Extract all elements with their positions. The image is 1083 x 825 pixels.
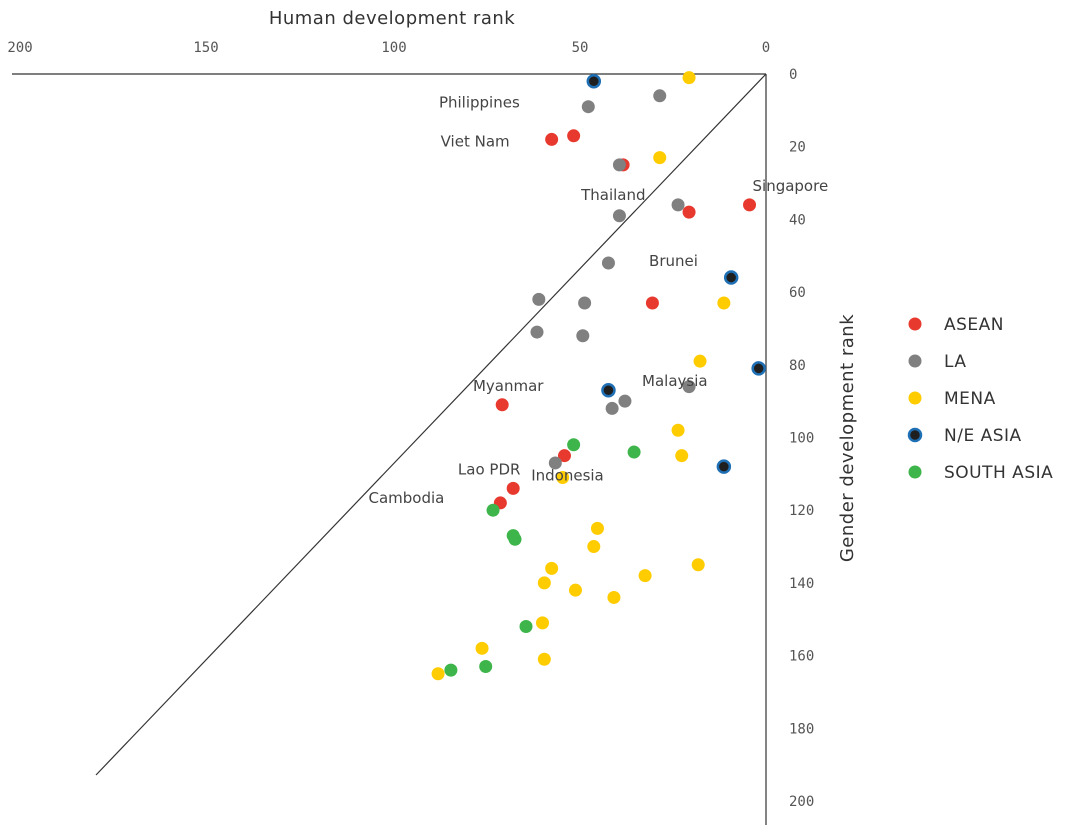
y-tick-label: 140 [789, 576, 814, 592]
country-label: Myanmar [473, 377, 544, 395]
point-la [548, 456, 562, 470]
y-tick-label: 80 [789, 358, 806, 374]
country-label: Thailand [580, 186, 645, 204]
point-mena [545, 561, 559, 575]
legend-marker [908, 391, 922, 405]
point-south-asia [508, 532, 522, 546]
point-la [581, 100, 595, 114]
country-label: Philippines [439, 93, 520, 111]
point-asean [567, 129, 581, 143]
point-n-e-asia [586, 74, 602, 89]
point-la [612, 158, 626, 172]
point-la [576, 329, 590, 343]
point-mena [682, 71, 696, 85]
y-tick-label: 120 [789, 503, 814, 519]
x-tick-label: 100 [381, 40, 406, 56]
point-south-asia [479, 660, 493, 674]
point-mena [675, 449, 689, 463]
point-asean [495, 398, 509, 412]
y-tick-label: 60 [789, 285, 806, 301]
point-mena [691, 558, 705, 572]
country-label: Singapore [753, 177, 829, 195]
y-tick-label: 40 [789, 212, 806, 228]
point-n-e-asia [601, 382, 616, 398]
point-mena [590, 521, 604, 535]
country-label: Brunei [649, 252, 698, 270]
x-tick-label: 150 [193, 40, 218, 56]
point-n-e-asia [751, 361, 766, 376]
country-label: Malaysia [642, 372, 708, 390]
point-la [612, 209, 626, 223]
y-tick-label: 180 [789, 721, 814, 737]
point-mena [535, 616, 549, 630]
point-mena [607, 590, 621, 604]
point-asean [506, 481, 520, 495]
point-mena [568, 583, 582, 597]
country-label: Viet Nam [441, 132, 510, 150]
legend-label: N/E ASIA [944, 426, 1022, 446]
point-la [618, 394, 632, 408]
point-mena [717, 296, 731, 310]
legend-marker [907, 427, 923, 443]
point-mena [587, 540, 601, 554]
point-mena [693, 354, 707, 368]
x-tick-label: 50 [572, 40, 589, 56]
country-label: Lao PDR [458, 460, 521, 478]
point-mena [537, 652, 551, 666]
point-mena [537, 576, 551, 590]
point-la [653, 89, 667, 103]
x-tick-label: 0 [762, 40, 770, 56]
point-asean [557, 449, 571, 463]
legend-label: ASEAN [944, 315, 1004, 335]
y-tick-label: 0 [789, 67, 797, 83]
x-tick-label: 200 [7, 40, 32, 56]
point-asean [682, 205, 696, 219]
point-la [578, 296, 592, 310]
point-asean [743, 198, 757, 212]
diagonal-reference-line [95, 73, 767, 776]
point-mena [653, 151, 667, 165]
point-n-e-asia [716, 459, 732, 474]
legend-label: LA [944, 352, 967, 372]
point-mena [475, 641, 489, 655]
point-south-asia [627, 445, 641, 459]
y-tick-label: 20 [789, 140, 806, 156]
x-axis-title: Human development rank [269, 8, 515, 29]
point-south-asia [486, 503, 500, 517]
legend-label: MENA [944, 389, 996, 409]
point-mena [556, 470, 570, 484]
legend-label: SOUTH ASIA [944, 463, 1053, 483]
point-n-e-asia [723, 270, 739, 285]
point-south-asia [567, 438, 581, 452]
y-tick-label: 160 [789, 649, 814, 665]
point-asean [545, 132, 559, 146]
y-tick-label: 200 [789, 794, 814, 810]
legend-marker [908, 465, 922, 479]
legend-marker [908, 354, 922, 368]
y-axis-title: Gender development rank [837, 314, 858, 562]
country-label: Indonesia [531, 467, 604, 485]
point-mena [671, 423, 685, 437]
point-mena [638, 569, 652, 583]
legend-marker [908, 317, 922, 331]
point-south-asia [444, 663, 458, 677]
point-la [601, 256, 615, 270]
point-la [530, 325, 544, 339]
point-la [532, 292, 546, 306]
point-south-asia [519, 620, 533, 634]
point-mena [431, 667, 445, 681]
point-asean [645, 296, 659, 310]
point-la [605, 401, 619, 415]
country-label: Cambodia [369, 489, 445, 507]
point-la [682, 380, 696, 394]
y-tick-label: 100 [789, 431, 814, 447]
point-la [671, 198, 685, 212]
